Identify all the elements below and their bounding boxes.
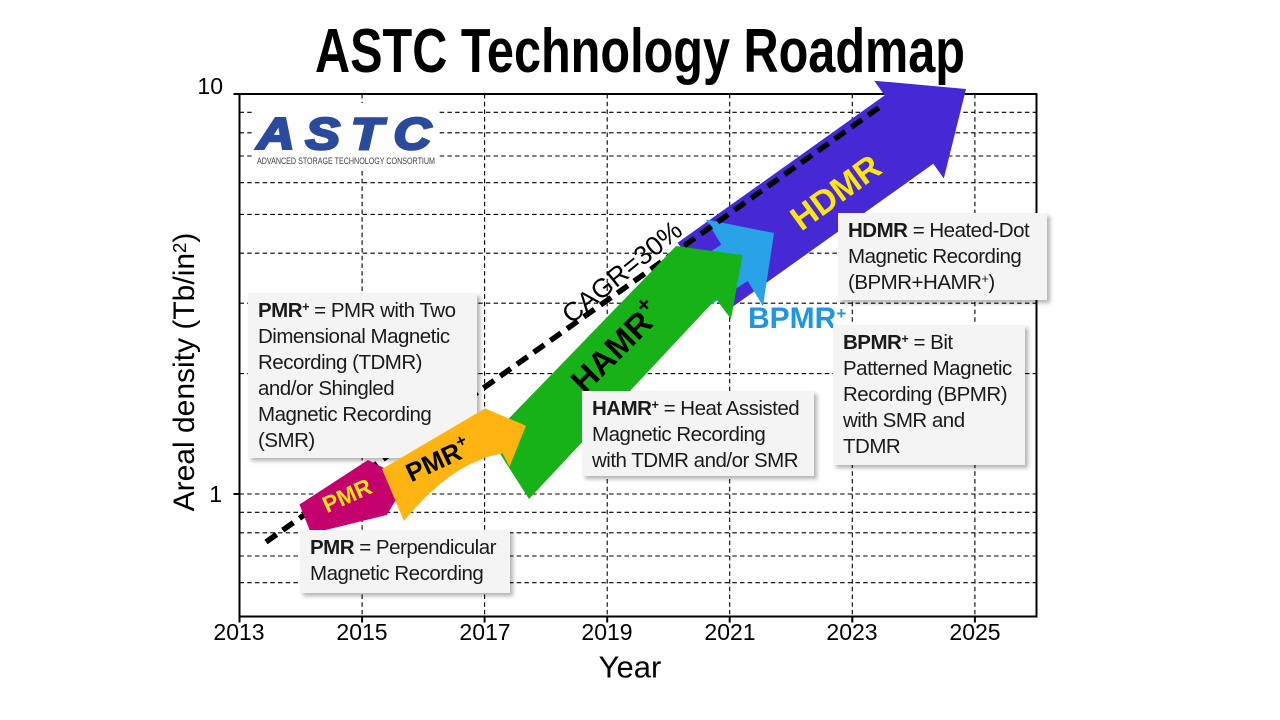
svg-text:ADVANCED STORAGE TECHNOLOGY CO: ADVANCED STORAGE TECHNOLOGY CONSORTIUM [257, 156, 435, 167]
svg-text:BPMR+: BPMR+ [748, 302, 846, 335]
svg-text:Year: Year [599, 650, 662, 685]
svg-text:ASTC Technology Roadmap: ASTC Technology Roadmap [315, 17, 965, 86]
